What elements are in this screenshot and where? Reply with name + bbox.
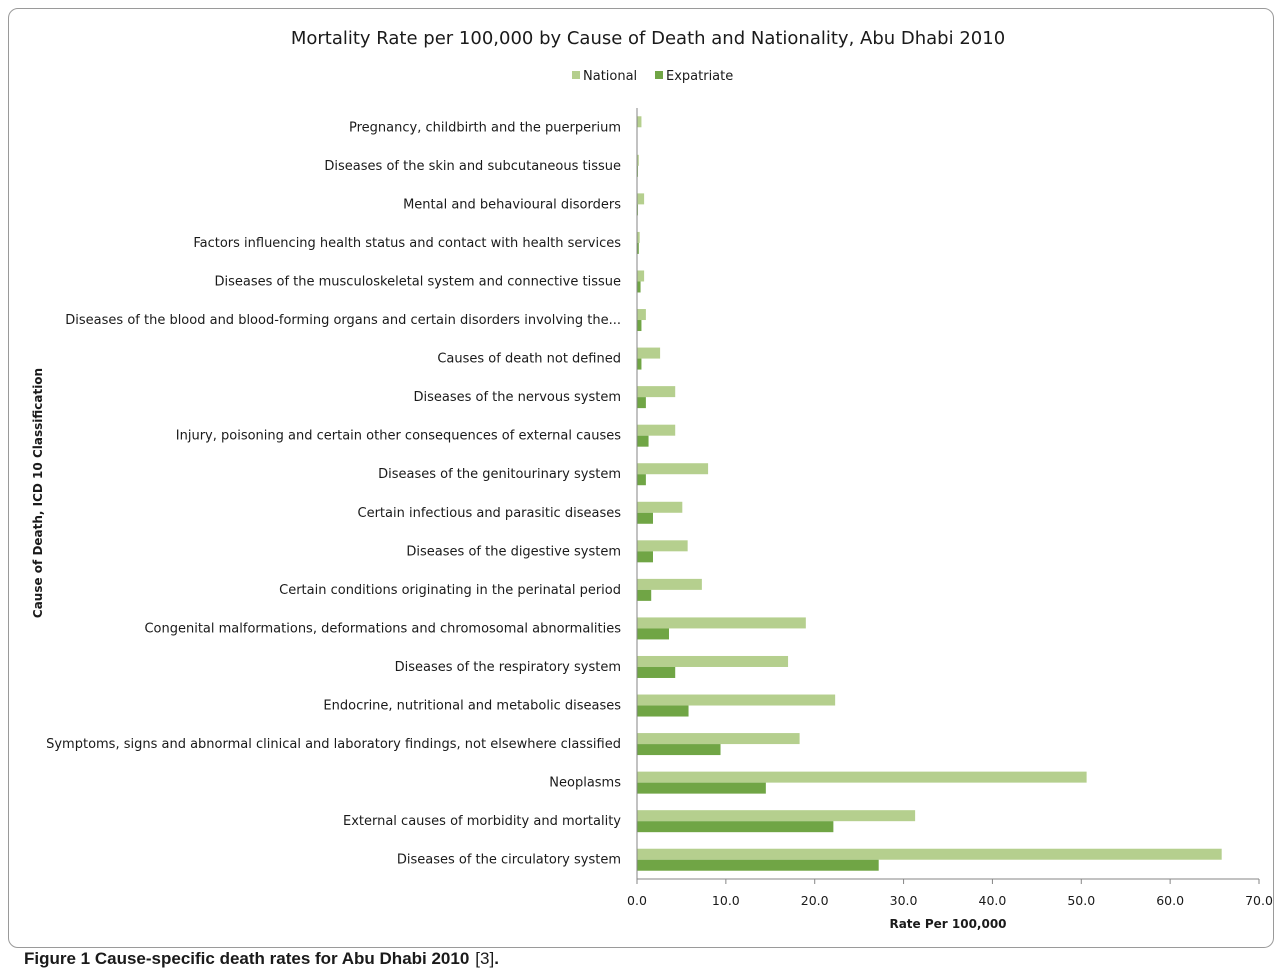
- bars: [637, 116, 1222, 871]
- category-label: Pregnancy, childbirth and the puerperium: [349, 120, 621, 135]
- bar-expatriate: [637, 281, 641, 293]
- bar-national: [637, 154, 639, 166]
- bar-national: [637, 501, 683, 513]
- bar-expatriate: [637, 705, 689, 717]
- x-tick-label: 20.0: [801, 893, 829, 908]
- caption-text: Cause-specific death rates for Abu Dhabi…: [94, 949, 470, 968]
- category-label: Certain conditions originating in the pe…: [279, 583, 621, 598]
- category-label: Diseases of the musculoskeletal system a…: [214, 274, 621, 289]
- x-tick-label: 40.0: [979, 893, 1007, 908]
- x-tick-label: 70.0: [1245, 893, 1273, 908]
- bar-expatriate: [637, 589, 652, 601]
- bar-expatriate: [637, 782, 766, 794]
- category-label: Diseases of the digestive system: [406, 544, 621, 559]
- x-tick-label: 30.0: [890, 893, 918, 908]
- category-label: Diseases of the circulatory system: [397, 853, 621, 868]
- bar-expatriate: [637, 551, 653, 563]
- bar-national: [637, 309, 646, 321]
- caption-ref: [3]: [475, 949, 495, 968]
- bar-expatriate: [637, 358, 642, 370]
- legend-swatch-expatriate: [655, 71, 663, 79]
- category-label: Diseases of the blood and blood-forming …: [65, 313, 621, 328]
- category-label: External causes of morbidity and mortali…: [343, 814, 621, 829]
- caption-label: Figure 1: [24, 949, 91, 968]
- category-label: Mental and behavioural disorders: [403, 197, 621, 212]
- legend-label-national: National: [583, 69, 637, 84]
- bar-national: [637, 733, 800, 745]
- bar-expatriate: [637, 821, 834, 833]
- x-axis-title: Rate Per 100,000: [889, 917, 1006, 931]
- bar-national: [637, 771, 1087, 783]
- bar-national: [637, 810, 916, 822]
- bar-national: [637, 463, 709, 475]
- legend: National Expatriate: [572, 69, 733, 84]
- bar-expatriate: [637, 628, 669, 640]
- bar-national: [637, 694, 836, 706]
- bar-expatriate: [637, 435, 649, 447]
- bar-national: [637, 193, 645, 205]
- x-tick-label: 10.0: [712, 893, 740, 908]
- bar-expatriate: [637, 512, 653, 524]
- x-tick-label: 0.0: [627, 893, 647, 908]
- category-labels: Pregnancy, childbirth and the puerperium…: [46, 120, 621, 867]
- bar-expatriate: [637, 242, 639, 254]
- category-label: Congenital malformations, deformations a…: [144, 621, 621, 636]
- legend-label-expatriate: Expatriate: [666, 69, 733, 84]
- category-label: Diseases of the skin and subcutaneous ti…: [324, 159, 621, 174]
- category-label: Endocrine, nutritional and metabolic dis…: [323, 699, 621, 714]
- chart-title: Mortality Rate per 100,000 by Cause of D…: [291, 28, 1005, 49]
- bar-national: [637, 116, 642, 128]
- bar-expatriate: [637, 397, 646, 409]
- y-axis-title: Cause of Death, ICD 10 Classification: [31, 368, 45, 618]
- bar-national: [637, 386, 676, 398]
- caption-end: .: [494, 949, 499, 968]
- bar-national: [637, 424, 676, 436]
- category-label: Diseases of the genitourinary system: [378, 467, 621, 482]
- bar-national: [637, 231, 640, 243]
- category-label: Injury, poisoning and certain other cons…: [176, 429, 621, 444]
- x-tick-label: 50.0: [1067, 893, 1095, 908]
- x-tick-label: 60.0: [1156, 893, 1184, 908]
- bar-national: [637, 347, 661, 359]
- bar-expatriate: [637, 744, 721, 756]
- bar-national: [637, 540, 688, 552]
- bar-expatriate: [637, 859, 879, 871]
- bar-national: [637, 270, 645, 282]
- category-label: Factors influencing health status and co…: [193, 236, 621, 251]
- bar-expatriate: [637, 474, 646, 486]
- bar-expatriate: [637, 320, 642, 332]
- category-label: Causes of death not defined: [437, 352, 621, 367]
- bar-national: [637, 848, 1222, 860]
- x-axis-ticks: 0.0 10.0 20.0 30.0 40.0 50.0 60.0 70.0: [627, 879, 1273, 908]
- legend-swatch-national: [572, 71, 580, 79]
- bar-national: [637, 655, 789, 667]
- category-label: Symptoms, signs and abnormal clinical an…: [46, 737, 621, 752]
- category-label: Certain infectious and parasitic disease…: [358, 506, 622, 521]
- bar-national: [637, 617, 806, 629]
- category-label: Diseases of the nervous system: [413, 390, 621, 405]
- figure-caption: Figure 1 Cause-specific death rates for …: [24, 949, 499, 969]
- bar-national: [637, 578, 702, 590]
- category-label: Neoplasms: [549, 776, 621, 791]
- bar-expatriate: [637, 666, 676, 678]
- category-label: Diseases of the respiratory system: [395, 660, 621, 675]
